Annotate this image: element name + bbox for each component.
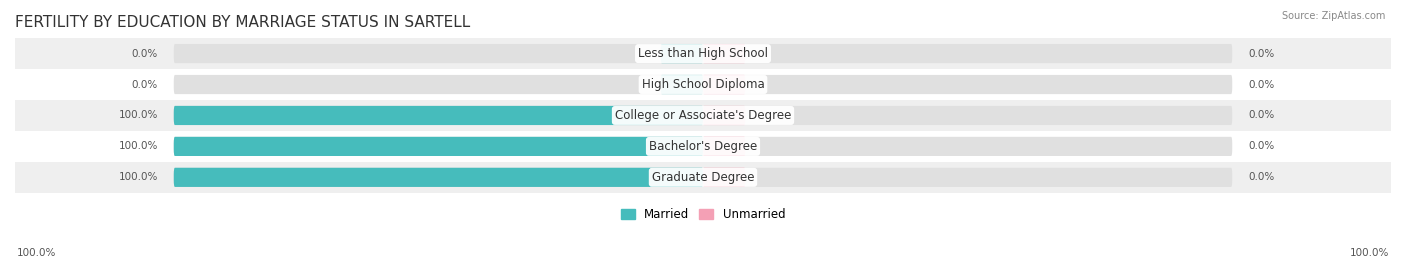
FancyBboxPatch shape xyxy=(174,137,703,156)
Text: 100.0%: 100.0% xyxy=(118,141,157,151)
Text: 100.0%: 100.0% xyxy=(1350,248,1389,258)
Text: 100.0%: 100.0% xyxy=(17,248,56,258)
FancyBboxPatch shape xyxy=(174,106,1232,125)
Text: College or Associate's Degree: College or Associate's Degree xyxy=(614,109,792,122)
Legend: Married, Unmarried: Married, Unmarried xyxy=(620,208,786,221)
Text: Bachelor's Degree: Bachelor's Degree xyxy=(650,140,756,153)
Bar xyxy=(15,38,1391,69)
Text: Less than High School: Less than High School xyxy=(638,47,768,60)
Bar xyxy=(15,131,1391,162)
Text: 0.0%: 0.0% xyxy=(1249,49,1274,59)
Text: Graduate Degree: Graduate Degree xyxy=(652,171,754,184)
FancyBboxPatch shape xyxy=(703,75,745,94)
Text: 0.0%: 0.0% xyxy=(132,49,157,59)
FancyBboxPatch shape xyxy=(174,75,1232,94)
Text: 0.0%: 0.0% xyxy=(1249,141,1274,151)
FancyBboxPatch shape xyxy=(703,44,745,63)
FancyBboxPatch shape xyxy=(174,137,1232,156)
FancyBboxPatch shape xyxy=(703,168,745,187)
Bar xyxy=(15,100,1391,131)
FancyBboxPatch shape xyxy=(703,106,745,125)
FancyBboxPatch shape xyxy=(703,137,745,156)
Text: 0.0%: 0.0% xyxy=(1249,111,1274,121)
Text: 0.0%: 0.0% xyxy=(1249,172,1274,182)
Text: FERTILITY BY EDUCATION BY MARRIAGE STATUS IN SARTELL: FERTILITY BY EDUCATION BY MARRIAGE STATU… xyxy=(15,15,470,30)
FancyBboxPatch shape xyxy=(174,44,1232,63)
FancyBboxPatch shape xyxy=(661,44,703,63)
FancyBboxPatch shape xyxy=(174,168,1232,187)
Text: Source: ZipAtlas.com: Source: ZipAtlas.com xyxy=(1281,11,1385,21)
Text: 0.0%: 0.0% xyxy=(1249,80,1274,90)
FancyBboxPatch shape xyxy=(174,168,703,187)
Text: High School Diploma: High School Diploma xyxy=(641,78,765,91)
Text: 0.0%: 0.0% xyxy=(132,80,157,90)
Text: 100.0%: 100.0% xyxy=(118,111,157,121)
FancyBboxPatch shape xyxy=(661,75,703,94)
Text: 100.0%: 100.0% xyxy=(118,172,157,182)
FancyBboxPatch shape xyxy=(174,106,703,125)
Bar xyxy=(15,162,1391,193)
Bar xyxy=(15,69,1391,100)
